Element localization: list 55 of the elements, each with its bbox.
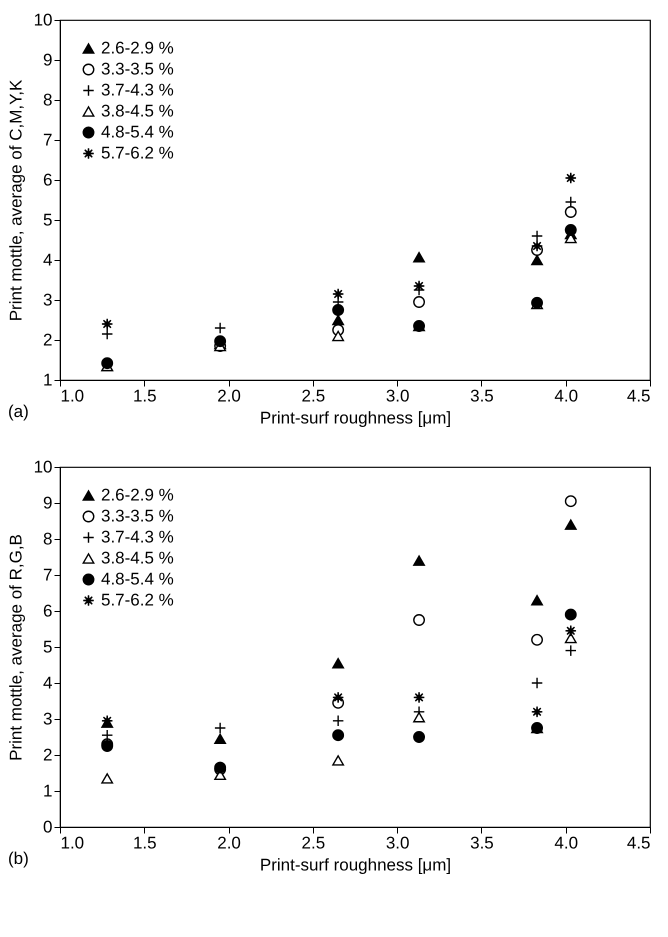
x-tick-label: 1.5 <box>132 834 157 852</box>
y-tick-label: 3 <box>43 290 52 310</box>
legend-label: 3.7-4.3 % <box>101 80 174 100</box>
x-tick-label: 3.5 <box>470 834 494 852</box>
y-tick-label: 7 <box>43 130 52 150</box>
y-tick-label: 10 <box>34 10 52 30</box>
y-tick-label: 0 <box>43 818 52 836</box>
legend-label: 2.6-2.9 % <box>101 486 174 504</box>
x-tick-label: 3.0 <box>386 386 410 406</box>
y-tick-label: 3 <box>43 710 52 728</box>
x-tick-label: 1.5 <box>132 386 157 406</box>
x-tick-label: 4.5 <box>626 834 650 852</box>
x-tick-label: 4.0 <box>554 834 578 852</box>
legend-label: 5.7-6.2 % <box>101 590 174 610</box>
legend-label: 3.8-4.5 % <box>101 548 174 568</box>
y-tick-label: 2 <box>43 746 52 764</box>
legend-label: 4.8-5.4 % <box>101 122 174 142</box>
x-tick-label: 4.5 <box>626 386 650 406</box>
y-tick-label: 7 <box>43 566 52 584</box>
y-tick-label: 5 <box>43 638 52 656</box>
x-tick-label: 2.5 <box>302 834 326 852</box>
y-tick-label: 8 <box>43 530 52 548</box>
x-axis-title: Print-surf roughness [μm] <box>260 856 452 874</box>
y-tick-label: 5 <box>43 210 52 230</box>
legend-label: 3.3-3.5 % <box>101 506 174 526</box>
x-tick-label: 3.0 <box>386 834 410 852</box>
x-tick-label: 2.0 <box>217 386 241 406</box>
y-tick-label: 1 <box>43 782 52 800</box>
y-tick-label: 9 <box>43 494 52 512</box>
y-tick-label: 6 <box>43 602 52 620</box>
legend-label: 2.6-2.9 % <box>101 38 174 58</box>
legend-label: 3.7-4.3 % <box>101 528 174 546</box>
y-axis-title: Print mottle, average of R,G,B <box>6 534 26 761</box>
x-tick-label: 4.0 <box>554 386 578 406</box>
legend-label: 4.8-5.4 % <box>101 570 174 588</box>
text: (a) <box>8 402 29 421</box>
x-tick-label: 1.0 <box>60 834 84 852</box>
legend-label: 3.3-3.5 % <box>101 60 174 78</box>
y-tick-label: 6 <box>43 170 52 190</box>
legend-label: 3.8-4.5 % <box>101 102 174 120</box>
legend-label: 5.7-6.2 % <box>101 144 174 162</box>
y-tick-label: 8 <box>43 90 52 110</box>
y-axis-title: Print mottle, average of C,M,Y,K <box>6 79 26 322</box>
x-tick-label: 2.5 <box>302 386 326 406</box>
x-tick-label: 3.5 <box>470 386 494 406</box>
x-tick-label: 1.0 <box>60 386 84 406</box>
y-tick-label: 4 <box>43 674 52 692</box>
y-tick-label: 4 <box>43 250 52 270</box>
y-tick-label: 9 <box>43 50 52 70</box>
y-tick-label: 1 <box>43 370 52 390</box>
text: (b) <box>8 849 29 868</box>
y-tick-label: 2 <box>43 330 52 350</box>
x-axis-title: Print-surf roughness [μm] <box>260 408 452 428</box>
y-tick-label: 10 <box>34 458 52 476</box>
x-tick-label: 2.0 <box>217 834 241 852</box>
